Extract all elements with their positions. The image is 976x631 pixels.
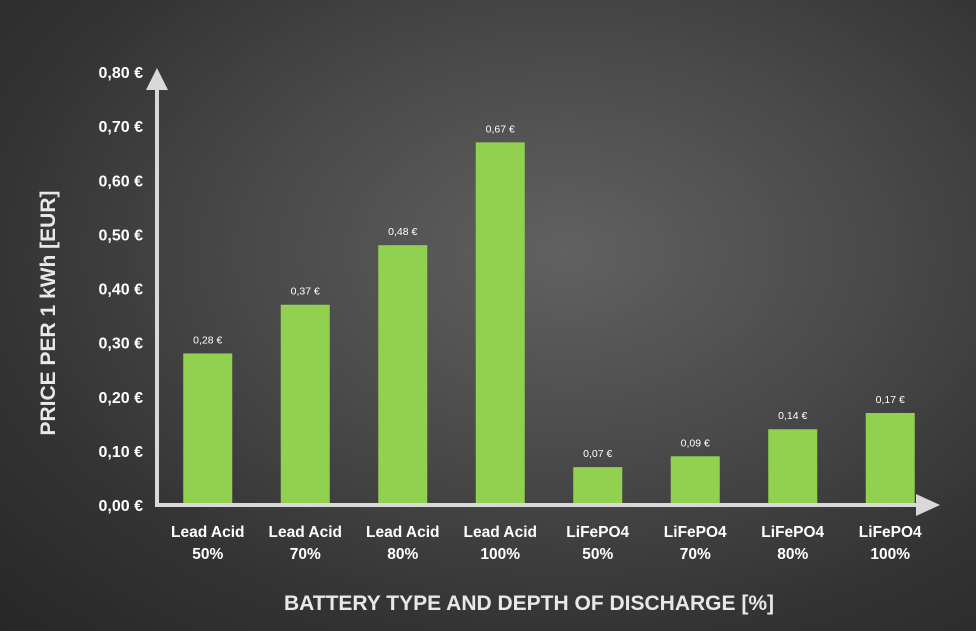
bar [475, 142, 525, 506]
y-tick-label: 0,70 € [99, 119, 144, 136]
y-tick-label: 0,10 € [99, 444, 144, 461]
bar-value-label: 0,48 € [388, 226, 417, 238]
bar [670, 456, 720, 505]
bar [378, 245, 428, 505]
y-tick-label: 0,40 € [99, 282, 144, 299]
x-tick-label: 70% [680, 546, 711, 563]
bar [573, 467, 623, 505]
y-tick-label: 0,80 € [99, 65, 144, 82]
y-tick-label: 0,60 € [99, 173, 144, 190]
x-tick-label: 80% [387, 546, 418, 563]
x-tick-labels: Lead Acid 50% Lead Acid 70% Lead Acid 80% Lead… [171, 524, 922, 563]
bar-value-label: 0,17 € [876, 394, 905, 406]
x-tick-label: 50% [192, 546, 223, 563]
x-tick-label: 100% [870, 546, 910, 563]
x-tick-label: 70% [290, 546, 321, 563]
bar-value-labels: 0,28 € 0,37 € 0,48 € 0,67 € 0,07 € 0,09 € 0,14… [193, 123, 905, 460]
bar [280, 304, 330, 505]
x-tick-label: Lead Acid [366, 524, 440, 541]
x-tick-label: LiFePO4 [566, 524, 629, 541]
bar [865, 412, 915, 505]
x-axis-title: BATTERY TYPE AND DEPTH OF DISCHARGE [%] [284, 592, 774, 615]
bar [768, 429, 818, 505]
x-tick-label: LiFePO4 [761, 524, 824, 541]
y-tick-label: 0,00 € [99, 498, 144, 515]
bar-value-label: 0,09 € [681, 437, 710, 449]
y-tick-label: 0,30 € [99, 336, 144, 353]
x-tick-label: 50% [582, 546, 613, 563]
bar-value-label: 0,07 € [583, 448, 612, 460]
x-tick-label: LiFePO4 [664, 524, 727, 541]
x-axis-arrow-icon [916, 494, 940, 516]
y-axis-arrow-icon [146, 68, 168, 90]
x-tick-label: Lead Acid [171, 524, 245, 541]
x-tick-label: 100% [480, 546, 520, 563]
x-tick-label: 80% [777, 546, 808, 563]
bar-value-label: 0,28 € [193, 334, 222, 346]
bar-value-label: 0,14 € [778, 410, 807, 422]
y-tick-label: 0,50 € [99, 227, 144, 244]
bar-value-label: 0,67 € [486, 123, 515, 135]
x-tick-label: Lead Acid [269, 524, 343, 541]
x-tick-label: Lead Acid [464, 524, 538, 541]
bar [183, 353, 233, 505]
bars [183, 142, 915, 506]
y-tick-labels: 0,00 € 0,10 € 0,20 € 0,30 € 0,40 € 0,50 € 0,60… [99, 65, 144, 515]
y-tick-label: 0,20 € [99, 390, 144, 407]
bar-value-label: 0,37 € [291, 286, 320, 298]
y-axis-title: PRICE PER 1 kWh [EUR] [37, 190, 60, 435]
x-tick-label: LiFePO4 [859, 524, 922, 541]
